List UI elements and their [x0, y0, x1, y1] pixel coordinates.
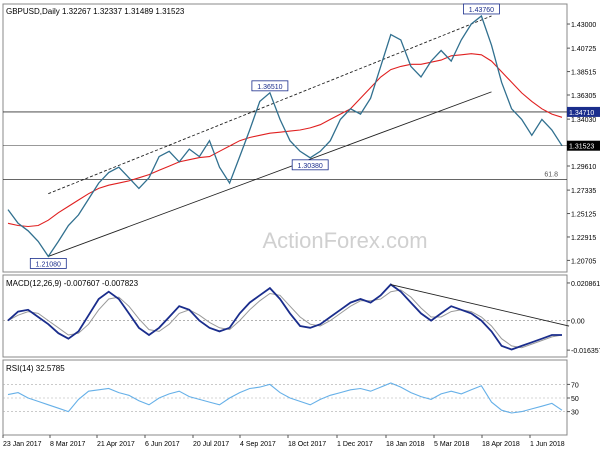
y-axis-labels: 1.43000 1.40725 1.38515 1.36305 1.34030 1.315…	[567, 22, 600, 417]
chart-header: GBPUSD,Daily 1.32267 1.32337 1.31489 1.3…	[6, 7, 185, 16]
price-lines	[7, 14, 563, 258]
swing-label-box	[29, 258, 67, 269]
fib-label: 61.8	[544, 171, 558, 178]
rsi-lines	[3, 382, 567, 414]
x-tick-label: 20 Jul 2017	[193, 441, 229, 448]
price-tick-label: 1.34030	[571, 117, 596, 124]
watermark: ActionForex.com	[262, 228, 427, 253]
swing-label: 1.30380	[298, 163, 323, 170]
x-tick-label: 1 Jun 2018	[530, 441, 565, 448]
rsi-panel	[2, 359, 568, 436]
x-tick-label: 21 Apr 2017	[97, 441, 135, 448]
resistance-tag-label: 1.34710	[569, 110, 594, 117]
macd-panel	[2, 274, 568, 358]
x-tick-label: 23 Jan 2017	[3, 441, 42, 448]
macd-title: MACD(12,26,9) -0.007607 -0.007823	[6, 279, 139, 288]
price-tick-label: 1.40725	[571, 46, 596, 53]
price-tick-label: 1.22915	[571, 235, 596, 242]
x-tick-label: 8 Mar 2017	[50, 441, 86, 448]
macd-tick-label: -0.016357	[571, 348, 600, 355]
channel-upper-line	[48, 15, 492, 195]
current-price-tag	[567, 140, 600, 151]
support-trendline	[48, 91, 492, 257]
swing-label: 1.21080	[36, 261, 61, 268]
price-grid: 61.8	[3, 111, 567, 180]
x-axis-labels: 23 Jan 2017 8 Mar 2017 21 Apr 2017 6 Jun 20…	[2, 435, 565, 448]
price-tick-label: 1.38515	[571, 70, 596, 77]
price-tick-label: 1.25125	[571, 212, 596, 219]
rsi-tick-label: 70	[571, 382, 579, 389]
price-tick-label: 1.20705	[571, 258, 596, 265]
x-tick-label: 1 Dec 2017	[337, 441, 373, 448]
rsi-title: RSI(14) 32.5785	[6, 364, 65, 373]
x-tick-label: 5 Mar 2018	[434, 441, 470, 448]
macd-lines	[3, 283, 570, 351]
price-tick-label: 1.31523	[569, 144, 594, 151]
rsi-tick-label: 50	[571, 396, 579, 403]
price-tick-label: 1.27335	[571, 188, 596, 195]
price-panel	[2, 3, 568, 273]
swing-label-box	[463, 3, 500, 15]
macd-trendline	[390, 284, 570, 327]
macd-tick-label: 0.00	[571, 319, 585, 326]
swing-label-box	[251, 80, 289, 92]
price-line	[7, 14, 563, 258]
price-tick-label: 1.36305	[571, 93, 596, 100]
swing-label: 1.43760	[469, 7, 494, 14]
rsi-tick-label: 30	[571, 410, 579, 417]
x-tick-label: 18 Jan 2018	[386, 441, 425, 448]
swing-label-box	[291, 159, 329, 171]
x-tick-label: 4 Sep 2017	[240, 441, 276, 448]
resistance-tag	[567, 106, 600, 117]
macd-signal-line	[7, 289, 563, 349]
swing-label: 1.36510	[257, 84, 282, 91]
macd-line	[7, 283, 562, 351]
x-tick-label: 6 Jun 2017	[145, 441, 180, 448]
rsi-line	[7, 382, 563, 414]
price-tick-label: 1.29610	[571, 164, 596, 171]
macd-tick-label: 0.020861	[571, 281, 600, 288]
x-tick-label: 18 Apr 2018	[482, 441, 520, 448]
x-tick-label: 18 Oct 2017	[288, 441, 326, 448]
price-tick-label: 1.43000	[571, 22, 596, 29]
sma-line	[7, 53, 563, 228]
point-labels: 1.43760 1.36510 1.30380 1.21080	[29, 3, 500, 269]
